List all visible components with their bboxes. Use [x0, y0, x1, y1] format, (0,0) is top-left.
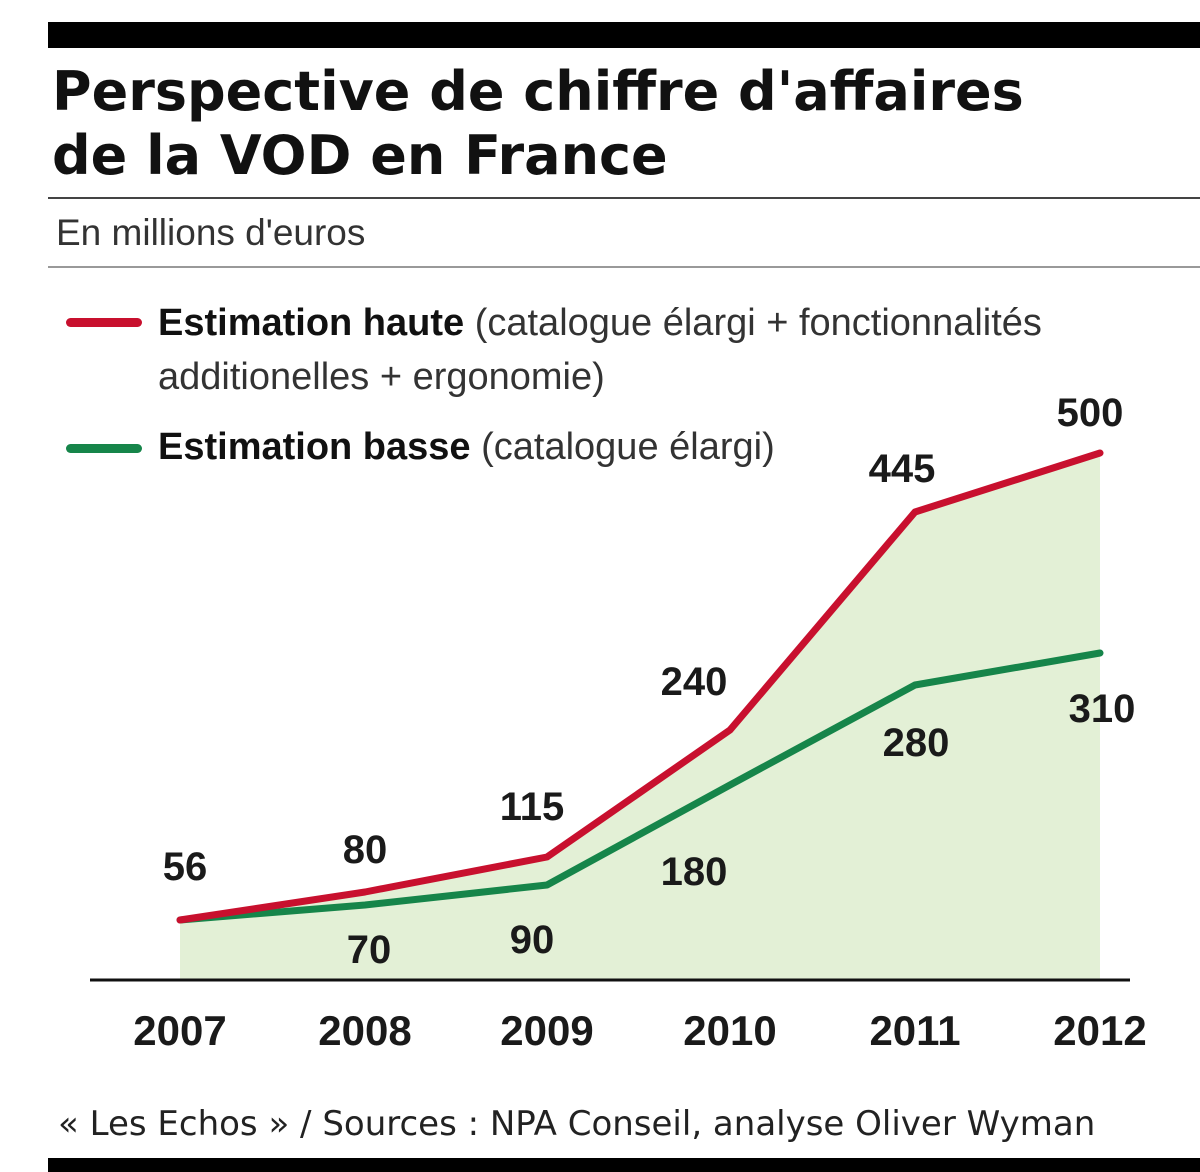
legend-label-basse: Estimation basse [158, 426, 471, 468]
area-fill [180, 453, 1100, 980]
data-label-basse: 280 [883, 721, 950, 765]
data-label-basse: 70 [347, 928, 392, 972]
legend-item-basse: Estimation basse (catalogue élargi) [158, 420, 1168, 474]
legend-desc-basse-1: (catalogue élargi) [470, 426, 775, 468]
x-tick-label: 2010 [683, 1007, 776, 1054]
data-label-basse: 180 [661, 850, 728, 894]
series-line-basse [176, 649, 1104, 924]
x-tick-label: 2009 [500, 1007, 593, 1054]
data-label-haute: 56 [163, 845, 208, 889]
title-line-2: de la VOD en France [52, 124, 668, 187]
source-note: « Les Echos » / Sources : NPA Conseil, a… [58, 1104, 1096, 1144]
subtitle-separator [48, 266, 1200, 268]
chart-subtitle: En millions d'euros [56, 212, 366, 253]
data-labels-haute: 56 80 115 240 445 500 [163, 391, 1124, 889]
top-rule [48, 22, 1200, 48]
legend-desc-haute-1: (catalogue élargi + fonctionnalités [464, 302, 1042, 344]
data-labels-basse: 70 90 180 280 310 [347, 687, 1136, 972]
data-label-basse: 310 [1069, 687, 1136, 731]
title-line-1: Perspective de chiffre d'affaires [52, 60, 1024, 123]
legend-swatch-haute [66, 318, 142, 327]
legend-swatch-basse [66, 444, 142, 453]
chart-title: Perspective de chiffre d'affaires de la … [52, 60, 1152, 188]
legend-item-haute: Estimation haute (catalogue élargi + fon… [158, 296, 1168, 404]
x-tick-label: 2011 [869, 1007, 960, 1054]
legend-desc-haute-2: additionelles + ergonomie) [158, 356, 605, 398]
data-label-haute: 500 [1057, 391, 1124, 435]
data-label-haute: 115 [500, 785, 565, 829]
title-separator [48, 197, 1200, 199]
data-label-basse: 90 [510, 918, 555, 962]
data-label-haute: 445 [869, 447, 936, 491]
data-label-haute: 240 [661, 660, 728, 704]
data-label-haute: 80 [343, 828, 388, 872]
x-tick-label: 2012 [1053, 1007, 1146, 1054]
legend-label-haute: Estimation haute [158, 302, 465, 344]
x-tick-label: 2008 [318, 1007, 411, 1054]
bottom-rule [48, 1158, 1200, 1172]
x-tick-label: 2007 [133, 1007, 226, 1054]
x-tick-labels: 2007 2008 2009 2010 2011 2012 [133, 1007, 1146, 1054]
series-line-haute [176, 449, 1104, 924]
